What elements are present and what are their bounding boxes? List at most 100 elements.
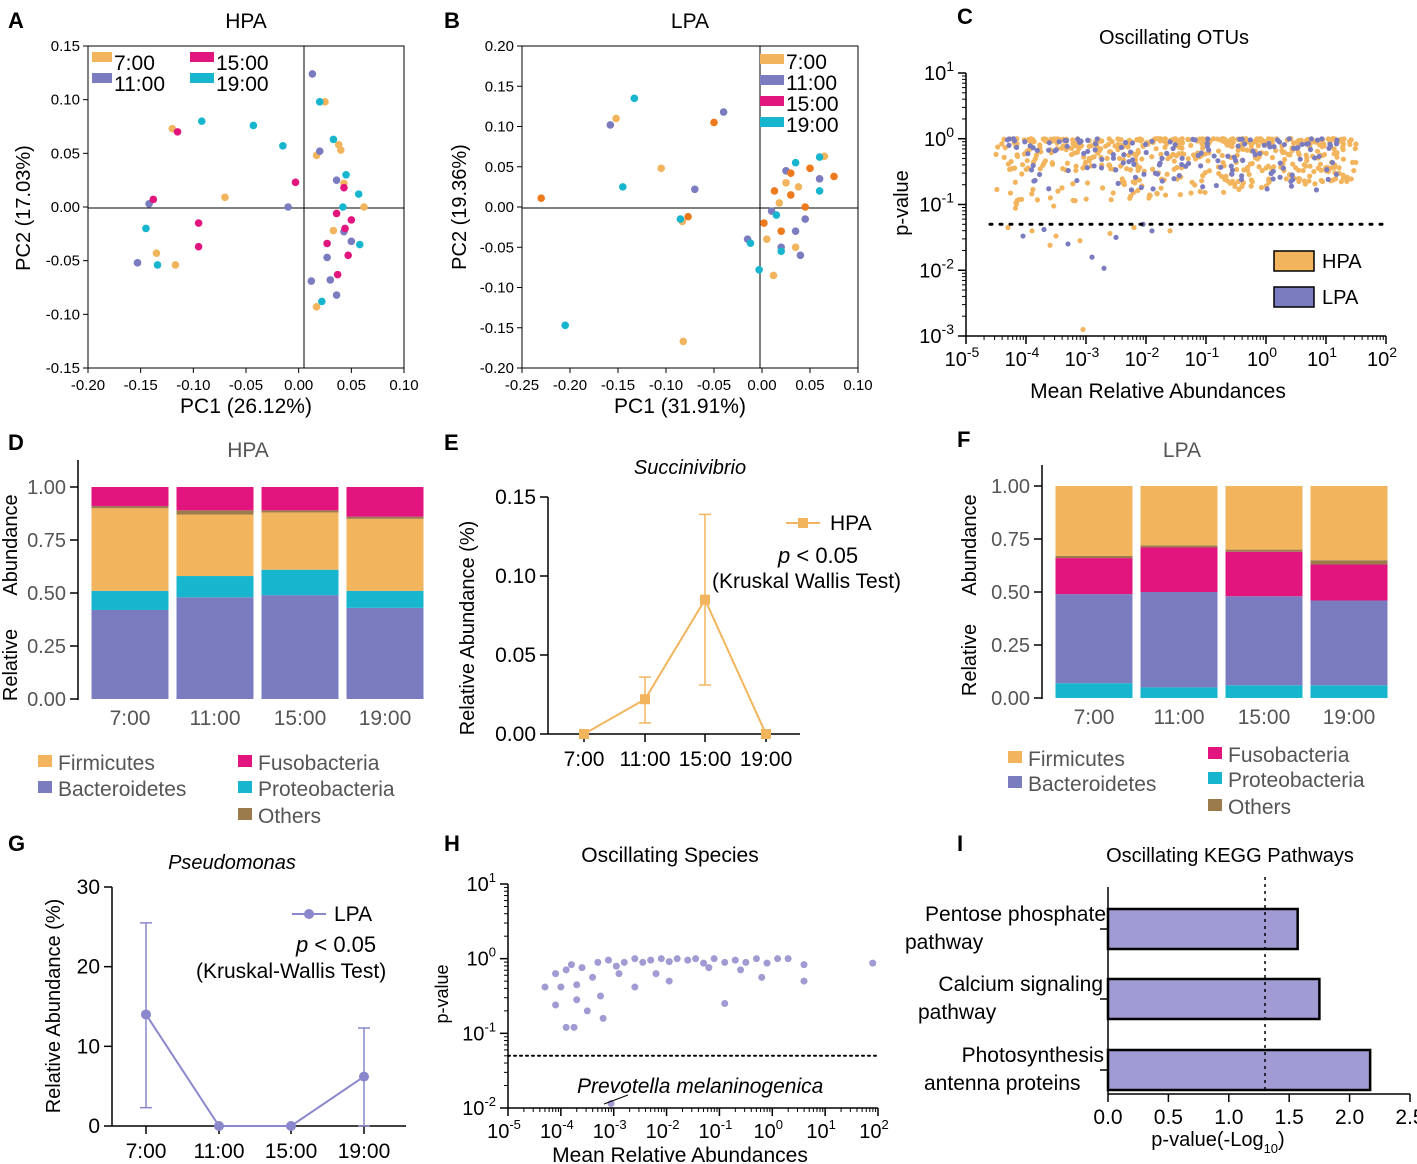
data-point: [1249, 160, 1255, 167]
x-tick-label: 10-1: [699, 1117, 733, 1143]
annotation-p: p: [777, 543, 790, 568]
bar-segment: [261, 510, 339, 513]
y-tick-label: 10-1: [919, 190, 954, 217]
panel-letter: H: [444, 831, 460, 856]
data-point: [1330, 177, 1337, 183]
data-point: [1080, 165, 1086, 171]
data-point: [1297, 156, 1303, 162]
panel-letter: I: [957, 831, 963, 856]
data-point: [1006, 136, 1012, 142]
bar-segment: [261, 512, 339, 570]
data-point: [1252, 152, 1258, 158]
data-point: [578, 964, 586, 972]
panel-d: D HPA 1.00 0.75 0.50 0.25 0.00 7:00 11:00 15:0…: [0, 430, 424, 828]
legend-label: 19:00: [786, 114, 839, 137]
legend: HPA LPA: [1273, 250, 1362, 309]
y-tick-label: 1.00: [27, 477, 66, 499]
bar-segment: [1225, 549, 1303, 552]
panel-letter: A: [8, 8, 24, 33]
bar-segment: [346, 487, 424, 517]
x-tick-label: -0.20: [553, 377, 587, 394]
data-point: [1352, 145, 1358, 152]
data-point: [761, 729, 771, 739]
data-point: [1098, 165, 1105, 171]
data-point: [1263, 150, 1269, 156]
data-point: [1099, 138, 1105, 144]
legend-label: Firmicutes: [58, 752, 155, 775]
annotation-test: (Kruskal Wallis Test): [712, 570, 901, 593]
data-point: [1132, 180, 1138, 186]
data-point: [1167, 139, 1173, 145]
data-point: [869, 959, 877, 967]
data-point: [1218, 164, 1224, 170]
data-point: [806, 164, 814, 173]
data-point: [1220, 159, 1226, 166]
y-tick-label: -0.05: [46, 253, 80, 270]
data-point: [630, 94, 639, 103]
data-point: [1135, 187, 1141, 194]
data-point: [1269, 154, 1276, 161]
y-tick-label: -0.05: [480, 239, 514, 256]
data-point: [615, 970, 623, 978]
data-point: [1286, 136, 1292, 142]
panel-f: F LPA 1.00 0.75 0.50 0.25 0.00 7:00 11:00 15:0…: [957, 427, 1388, 819]
data-point: [1288, 183, 1295, 189]
data-point: [1219, 152, 1225, 159]
bar-segment: [91, 506, 169, 509]
data-point: [1244, 164, 1251, 171]
x-tick-label: -0.05: [229, 377, 263, 394]
data-point: [1202, 189, 1208, 196]
category-labels: Pentose phosphate pathway Calcium signalin…: [905, 903, 1106, 1095]
data-point: [312, 303, 321, 311]
data-point: [1176, 144, 1183, 150]
data-point: [1199, 178, 1205, 184]
data-point: [1022, 139, 1028, 145]
data-point: [1158, 151, 1164, 157]
data-point: [1159, 178, 1165, 184]
data-point: [705, 964, 713, 972]
data-point: [249, 121, 258, 130]
data-point: [1319, 178, 1326, 185]
bar-segment: [346, 590, 424, 608]
legend-label: LPA: [334, 903, 372, 926]
legend-swatch: [238, 755, 252, 767]
data-point: [307, 277, 316, 285]
data-point: [562, 1023, 570, 1031]
data-point: [1037, 166, 1043, 172]
data-point: [652, 970, 660, 978]
data-point: [1105, 141, 1112, 147]
bar-segment: [261, 595, 339, 699]
data-point: [1065, 167, 1071, 174]
data-point: [1139, 156, 1145, 162]
data-point: [639, 958, 647, 966]
data-point: [1047, 195, 1053, 201]
legend-swatch: [190, 52, 214, 62]
data-point: [692, 955, 700, 963]
data-point: [1185, 156, 1191, 162]
data-point: [1200, 145, 1206, 151]
legend-swatch: [92, 73, 112, 83]
data-point: [1083, 196, 1089, 202]
data-point: [676, 215, 685, 223]
data-point: [1051, 203, 1057, 209]
y-tick-label: -0.20: [480, 360, 514, 377]
bar-segment: [346, 516, 424, 519]
data-point: [194, 219, 203, 227]
data-point: [1246, 171, 1252, 177]
data-point: [631, 955, 639, 963]
data-point: [1132, 174, 1139, 180]
bar-segment: [1140, 545, 1218, 548]
panel-letter: B: [444, 8, 460, 33]
legend-marker: [798, 518, 808, 528]
data-point: [1282, 156, 1288, 163]
y-tick-label: 20: [77, 956, 100, 979]
data-point: [1146, 195, 1152, 201]
x-tick-label: 10-2: [646, 1117, 680, 1143]
y-tick-label: 0.50: [991, 582, 1030, 604]
data-point: [993, 151, 999, 157]
data-point: [684, 212, 692, 221]
data-point: [1229, 143, 1235, 150]
data-point: [1101, 265, 1107, 271]
data-point: [763, 235, 771, 243]
data-point: [665, 977, 673, 985]
